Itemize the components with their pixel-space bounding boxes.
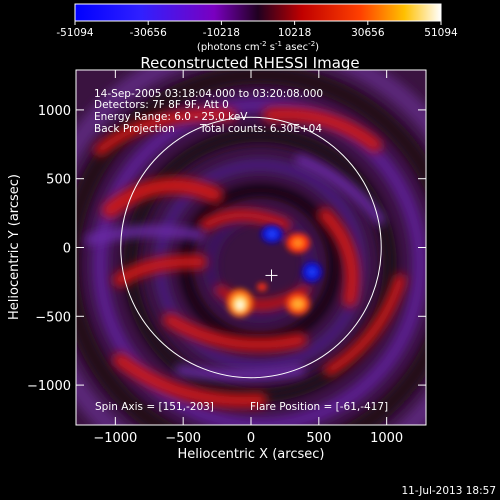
colorbar-tick-label: -10218 [203,27,240,39]
y-tick-label: −500 [35,310,71,325]
heatmap-image [76,70,426,425]
colorbar-tick-label: -30656 [130,27,168,39]
x-tick-label: 0 [247,431,255,446]
x-tick-label: 500 [306,431,331,446]
y-tick-label: 0 [63,242,71,257]
colorbar-tick-label: -51094 [56,27,94,39]
y-tick-label: 500 [46,173,71,188]
solar-limb-circle [120,116,382,379]
colorbar-tick-label: 10218 [278,27,311,39]
x-tick-label: 1000 [370,431,403,446]
footer-date: 11-Jul-2013 18:57 [401,485,496,497]
x-tick-label: −1000 [93,431,137,446]
energy-annotation: Energy Range: 6.0 - 25.0 keV [94,111,248,123]
detectors-annotation: Detectors: 7F 8F 9F, Att 0 [94,99,229,111]
y-tick-label: 1000 [38,104,71,119]
y-axis-tick-labels: −1000 −500 0 500 1000 [27,104,71,394]
colorbar-unit-label: (photons cm-2 s-1 asec-2) [197,40,319,53]
colorbar [74,3,442,22]
y-tick-label: −1000 [27,379,71,394]
colorbar-tick-label: 30656 [351,27,385,39]
time-range-annotation: 14-Sep-2005 03:18:04.000 to 03:20:08.000 [94,88,323,100]
spin-axis-annotation: Spin Axis = [151,-203] [95,401,214,413]
method-annotation: Back Projection [94,123,175,135]
x-axis-tick-labels: −1000 −500 0 500 1000 [93,431,403,446]
colorbar-tick-label: 51094 [424,27,458,39]
colorbar-tick-labels: -51094 -30656 -10218 10218 30656 51094 [56,27,458,39]
colorbar-ticks [74,21,442,25]
y-axis-ticks [76,109,426,386]
flare-position-annotation: Flare Position = [-61,-417] [250,401,388,413]
annotation-block: 14-Sep-2005 03:18:04.000 to 03:20:08.000… [94,88,388,413]
chart-title: Reconstructed RHESSI Image [140,54,359,72]
counts-annotation: Total counts: 6.30E+04 [199,123,322,135]
x-axis-label: Heliocentric X (arcsec) [178,447,325,462]
spin-axis-marker [265,269,278,282]
x-tick-label: −500 [165,431,201,446]
y-axis-label: Heliocentric Y (arcsec) [7,174,22,320]
x-axis-ticks [114,70,388,425]
